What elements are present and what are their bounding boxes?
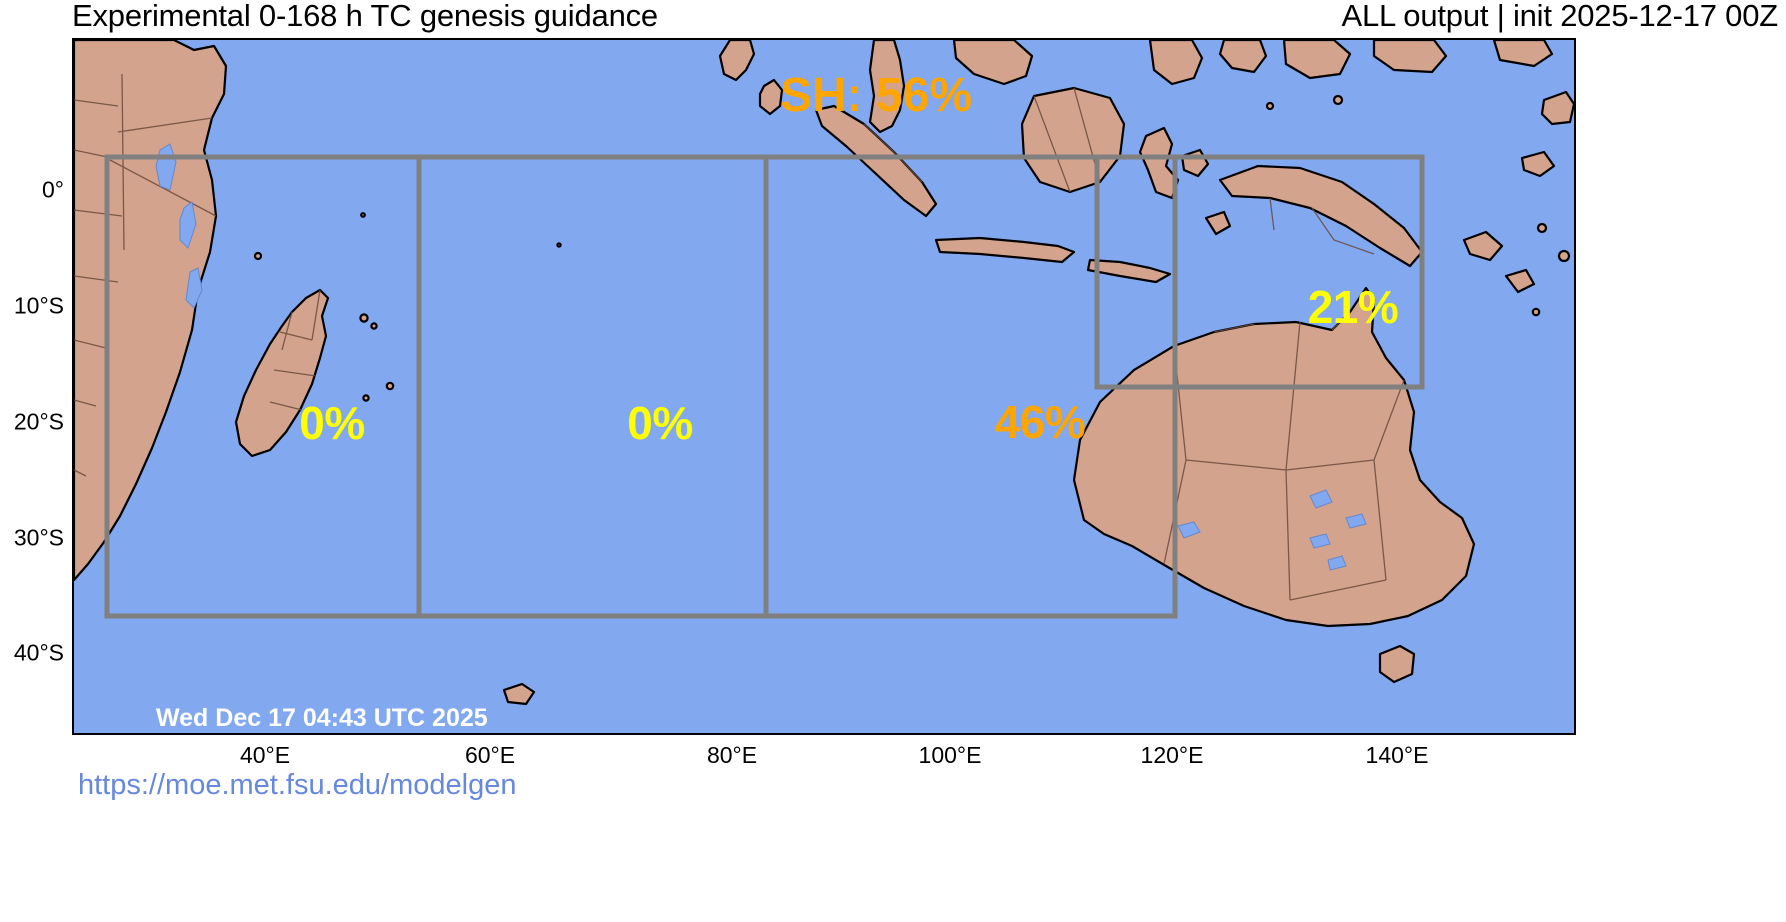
- ytick-2: 20°S: [13, 408, 64, 435]
- map-panel[interactable]: SH: 56% Wed Dec 17 04:43 UTC 2025 0% 0% …: [72, 38, 1576, 735]
- ytick-0: 0°: [42, 176, 64, 203]
- genesis-probability-south-west-indian: 0%: [299, 397, 365, 449]
- xtick-0: 40°E: [239, 742, 291, 768]
- region-box-coral-sea: [1094, 154, 1425, 390]
- genesis-probability-south-indian: 0%: [627, 397, 693, 449]
- page-subtitle: ALL output | init 2025-12-17 00Z: [1341, 0, 1778, 33]
- page-header: Experimental 0-168 h TC genesis guidance…: [0, 0, 1786, 38]
- ytick-1: 10°S: [13, 292, 64, 319]
- ytick-4: 40°S: [13, 639, 64, 666]
- page-title: Experimental 0-168 h TC genesis guidance: [72, 0, 658, 33]
- basin-total-label: SH: 56%: [780, 69, 973, 122]
- ytick-3: 30°S: [13, 524, 64, 551]
- xtick-2: 80°E: [706, 742, 758, 768]
- xtick-4: 120°E: [1140, 742, 1204, 768]
- valid-timestamp: Wed Dec 17 04:43 UTC 2025: [156, 704, 488, 732]
- genesis-probability-coral-sea: 21%: [1307, 281, 1399, 333]
- xtick-3: 100°E: [918, 742, 982, 768]
- genesis-region-boxes: [104, 154, 1425, 619]
- xtick-5: 140°E: [1365, 742, 1429, 768]
- xtick-1: 60°E: [464, 742, 516, 768]
- source-url-link[interactable]: https://moe.met.fsu.edu/modelgen: [78, 769, 517, 801]
- map-graphic: [74, 40, 1574, 733]
- genesis-probability-north-australia: 46%: [994, 396, 1086, 448]
